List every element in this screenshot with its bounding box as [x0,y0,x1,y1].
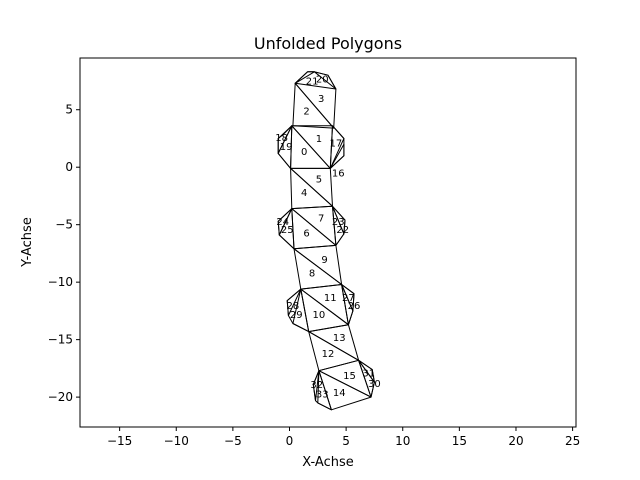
polygon-label-6: 6 [303,228,309,239]
y-tick-label: −5 [55,218,73,232]
polygon-outline-2 [277,125,293,169]
polygon-5 [290,167,333,207]
polygon-label-17: 17 [330,139,343,150]
y-tick-label: 0 [65,160,73,174]
polygon-label-16: 16 [332,169,345,180]
polygon-13 [308,324,360,361]
polygon-label-30: 30 [368,379,381,390]
polygon-label-3: 3 [318,94,324,105]
x-tick-label: 25 [565,434,580,448]
polygon-label-2: 2 [303,107,309,118]
polygon-outline-0 [294,71,337,90]
y-tick-label: −15 [48,333,73,347]
polygon-9 [293,244,343,285]
polygon-label-24: 24 [276,217,289,228]
polygon-label-10: 10 [313,310,326,321]
polygon-label-19: 19 [280,142,293,153]
y-tick-label: −20 [48,390,73,404]
x-tick-label: 20 [508,434,523,448]
polygon-label-23: 23 [332,217,345,228]
x-tick-label: −15 [107,434,132,448]
polygon-label-4: 4 [301,188,307,199]
polygon-label-26: 26 [348,301,361,312]
y-axis-label: Y-Achse [20,217,35,268]
polygon-label-22: 22 [336,225,349,236]
polygon-outline-6 [286,288,309,333]
polygon-label-33: 33 [316,389,329,400]
polygon-label-32: 32 [310,380,323,391]
y-axis: 5 0 −5 −10 −15 −20 [48,103,80,404]
x-tick-label: 10 [395,434,410,448]
x-axis-label: X-Achse [302,455,354,470]
polygon-label-5: 5 [316,174,322,185]
x-tick-label: 5 [342,434,350,448]
x-tick-label: 15 [452,434,467,448]
polygon-label-9: 9 [321,255,327,266]
chart-title: Unfolded Polygons [254,34,402,53]
polygon-outline-7 [358,359,375,398]
polygon-outline-4 [277,208,295,250]
polygon-label-7: 7 [318,213,324,224]
polygon-outline-3 [332,205,346,246]
polygon-outline-8 [312,370,332,411]
polygon-label-20: 20 [316,74,329,85]
plot-area: 0123456789101112131415161718192021222324… [275,71,381,411]
polygon-label-11: 11 [324,293,337,304]
polygon-label-13: 13 [333,333,346,344]
x-axis: −15 −10 −5 0 5 10 15 20 25 [107,427,580,448]
polygon-label-14: 14 [333,388,346,399]
x-tick-label: −10 [164,434,189,448]
polygon-label-21: 21 [306,77,319,88]
plot-frame [79,57,577,428]
polygon-label-8: 8 [309,269,315,280]
polygon-label-29: 29 [290,310,303,321]
y-tick-label: −10 [48,275,73,289]
y-tick-label: 5 [65,103,73,117]
x-tick-label: −5 [224,434,242,448]
polygon-label-25: 25 [281,225,294,236]
polygon-label-1: 1 [316,134,322,145]
polygon-label-28: 28 [287,301,300,312]
polygon-label-15: 15 [343,371,356,382]
polygon-outline-1 [329,125,345,169]
x-tick-label: 0 [286,434,294,448]
polygon-label-31: 31 [362,369,375,380]
polygon-3 [294,82,337,129]
polygon-label-0: 0 [301,147,307,158]
polygon-outline-5 [341,284,355,325]
polygon-label-12: 12 [322,349,335,360]
polygon-label-18: 18 [275,133,288,144]
polygon-label-27: 27 [342,293,355,304]
